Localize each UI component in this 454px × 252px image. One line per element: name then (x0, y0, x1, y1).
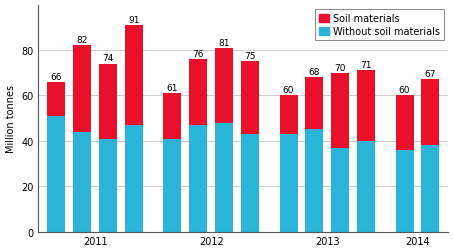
Bar (357, 141, 375, 232)
Text: 81: 81 (218, 38, 230, 47)
Bar (99, 139, 117, 232)
Bar (241, 62, 259, 134)
Text: 82: 82 (77, 36, 88, 45)
Bar (331, 73, 349, 148)
Bar (331, 148, 349, 232)
Bar (125, 125, 143, 232)
Bar (163, 94, 182, 139)
Text: 75: 75 (244, 52, 256, 61)
Bar (241, 134, 259, 232)
Bar (99, 64, 117, 139)
Bar (47, 82, 65, 116)
Text: 70: 70 (334, 63, 346, 72)
Bar (395, 96, 414, 150)
Y-axis label: Million tonnes: Million tonnes (5, 85, 15, 152)
Text: 60: 60 (283, 86, 294, 95)
Bar (421, 146, 439, 232)
Bar (280, 134, 297, 232)
Bar (215, 48, 233, 123)
Bar (305, 78, 323, 130)
Bar (47, 116, 65, 232)
Text: 91: 91 (128, 16, 139, 25)
Bar (189, 125, 207, 232)
Legend: Soil materials, Without soil materials: Soil materials, Without soil materials (315, 10, 444, 41)
Bar (73, 46, 91, 132)
Bar (421, 80, 439, 146)
Bar (215, 123, 233, 232)
Bar (305, 130, 323, 232)
Bar (163, 139, 182, 232)
Bar (73, 132, 91, 232)
Bar (395, 150, 414, 232)
Bar (189, 60, 207, 125)
Text: 74: 74 (102, 54, 114, 63)
Text: 68: 68 (309, 68, 320, 77)
Text: 61: 61 (167, 84, 178, 92)
Text: 67: 67 (424, 70, 436, 79)
Text: 66: 66 (51, 72, 62, 81)
Text: 60: 60 (399, 86, 410, 95)
Text: 71: 71 (360, 61, 372, 70)
Bar (125, 26, 143, 125)
Text: 76: 76 (192, 50, 204, 59)
Bar (357, 71, 375, 141)
Bar (280, 96, 297, 134)
